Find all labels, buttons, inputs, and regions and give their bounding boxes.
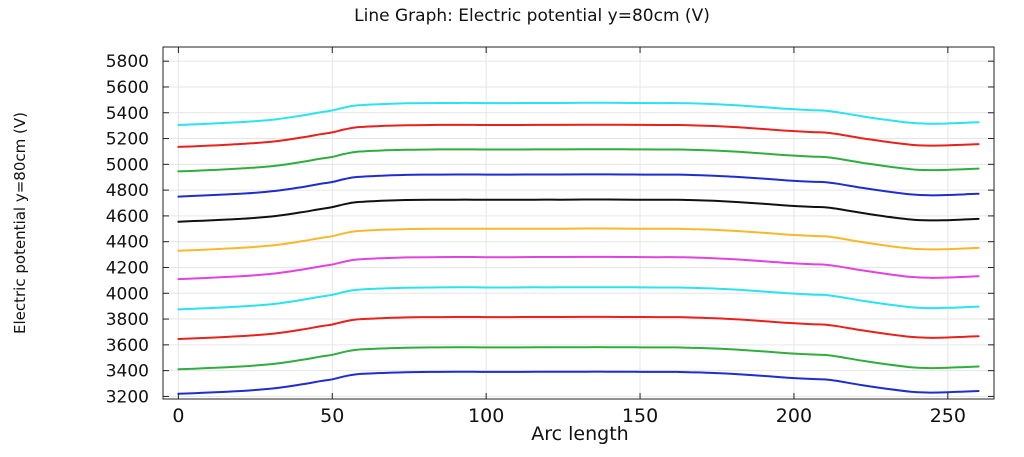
series-line-series-7 [177, 198, 980, 223]
y-tick-label: 5200 [106, 130, 149, 150]
y-tick-label: 4200 [106, 258, 149, 278]
x-axis-label: Arc length [531, 423, 628, 445]
x-tick-label: 50 [320, 405, 344, 427]
y-tick-label: 5000 [106, 155, 149, 175]
x-tick-label: 200 [776, 405, 812, 427]
x-tick-label: 250 [930, 405, 966, 427]
y-tick-label: 5600 [106, 78, 149, 98]
y-tick-label: 3200 [106, 387, 149, 407]
series-line-series-4 [177, 286, 980, 311]
y-tick-label: 5400 [106, 104, 149, 124]
y-tick-label: 3800 [106, 310, 149, 330]
y-tick-label: 4400 [106, 233, 149, 253]
y-tick-label: 4800 [106, 181, 149, 201]
y-tick-label: 3600 [106, 336, 149, 356]
series-line-series-2 [177, 346, 980, 371]
series-line-series-11 [177, 101, 980, 126]
series-line-series-8 [177, 173, 980, 198]
y-tick-label: 4000 [106, 284, 149, 304]
series-line-series-6 [177, 227, 980, 252]
y-tick-label: 4600 [106, 207, 149, 227]
series-line-series-1 [177, 370, 980, 395]
grid [163, 47, 994, 399]
x-tick-label: 100 [468, 405, 504, 427]
x-tick-label: 0 [172, 405, 184, 427]
series-group [177, 101, 980, 395]
y-tick-label: 5800 [106, 52, 149, 72]
series-line-series-10 [177, 123, 980, 148]
axis-ticks: 3200 3400 3600 3800 4000 4200 4400 4600 4800 5000… [106, 47, 994, 427]
series-line-series-5 [177, 255, 980, 281]
series-line-series-3 [177, 315, 980, 340]
y-tick-label: 3400 [106, 362, 149, 382]
series-line-series-9 [177, 148, 980, 173]
plot-area-frame [162, 46, 995, 400]
chart-title: Line Graph: Electric potential y=80cm (V… [354, 6, 710, 26]
y-axis-label: Electric potential y=80cm (V) [11, 112, 29, 334]
x-tick-label: 150 [622, 405, 658, 427]
